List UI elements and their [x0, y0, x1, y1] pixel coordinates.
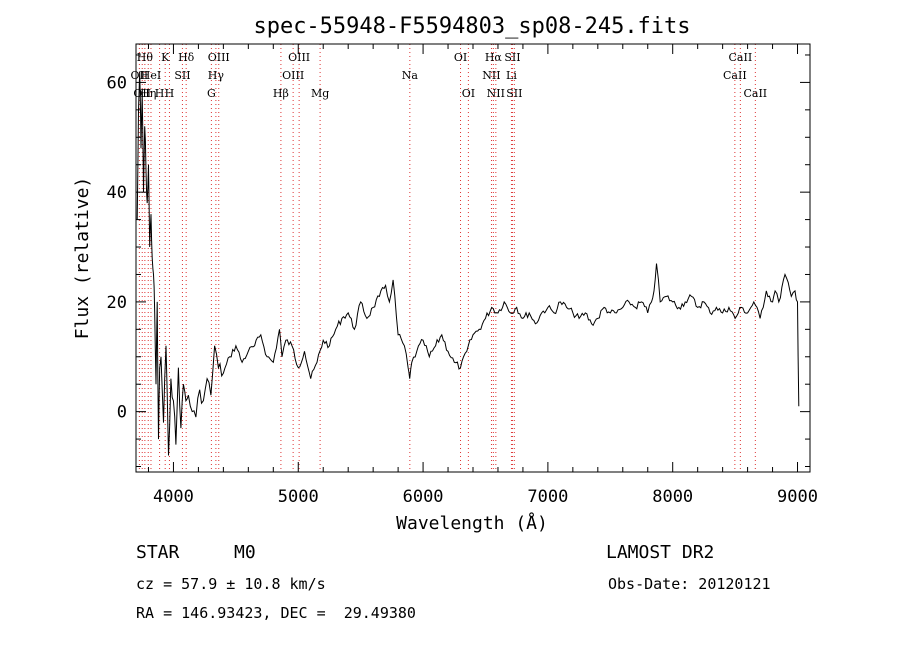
line-marker-label: HeI [141, 69, 161, 82]
line-marker-label: CaII [743, 87, 767, 100]
line-marker-label: Hδ [178, 51, 195, 64]
survey-name: LAMOST DR2 [606, 542, 715, 563]
line-marker-label: Na [402, 69, 419, 82]
x-tick-label: 4000 [153, 487, 194, 507]
line-marker-label: NII [482, 69, 500, 82]
line-marker-label: Mg [311, 87, 329, 100]
redshift-velocity: cz = 57.9 ± 10.8 km/s [136, 575, 326, 593]
line-marker-label: SII [174, 69, 190, 82]
line-marker-label: K [161, 51, 170, 64]
line-marker-label: H [155, 87, 165, 100]
emission-line-labels: OIIOIIHθHηHeIHKHSIIHδGHγOIIIHβOIIIOIIIMg… [131, 51, 768, 100]
observation-date: Obs-Date: 20120121 [608, 575, 771, 593]
y-axis-ticks: 0 20 40 60 [107, 54, 810, 468]
y-tick-label: 0 [117, 403, 127, 423]
line-marker-label: OI [462, 87, 475, 100]
line-marker-label: Hθ [137, 51, 154, 64]
x-tick-label: 6000 [403, 487, 444, 507]
line-marker-label: OIII [288, 51, 310, 64]
line-marker-label: SII [504, 51, 520, 64]
line-marker-label: OI [454, 51, 467, 64]
plot-frame [135, 43, 811, 473]
line-marker-label: G [207, 87, 216, 100]
line-marker-label: SII [506, 87, 522, 100]
x-tick-label: 9000 [777, 487, 818, 507]
coordinates: RA = 146.93423, DEC = 29.49380 [136, 604, 416, 622]
spectrum-chart: spec-55948-F5594803_sp08-245.fits OIIOII… [72, 14, 818, 534]
x-tick-label: 5000 [278, 487, 319, 507]
object-class: STAR [136, 542, 180, 563]
line-marker-label: H [165, 87, 175, 100]
line-marker-label: CaII [729, 51, 753, 64]
x-tick-label: 7000 [527, 487, 568, 507]
line-marker-label: NII [487, 87, 505, 100]
x-axis-ticks: 4000 5000 6000 7000 8000 9000 [147, 44, 818, 507]
line-marker-label: Hβ [273, 87, 289, 100]
y-tick-label: 20 [107, 293, 127, 313]
line-marker-label: OIII [208, 51, 230, 64]
line-marker-label: Li [506, 69, 517, 82]
spectrum-line [136, 71, 800, 456]
y-tick-label: 60 [107, 73, 127, 93]
y-axis-label: Flux (relative) [72, 177, 93, 340]
object-subclass: M0 [234, 542, 256, 563]
y-tick-label: 40 [107, 183, 127, 203]
line-marker-label: Hη [140, 87, 156, 100]
line-marker-label: Hγ [208, 69, 225, 82]
line-marker-label: OIII [282, 69, 304, 82]
x-tick-label: 8000 [652, 487, 693, 507]
chart-title: spec-55948-F5594803_sp08-245.fits [253, 14, 690, 39]
emission-line-markers [138, 44, 756, 472]
x-axis-label: Wavelength (Å) [396, 512, 548, 534]
line-marker-label: CaII [723, 69, 747, 82]
line-marker-label: Hα [485, 51, 503, 64]
